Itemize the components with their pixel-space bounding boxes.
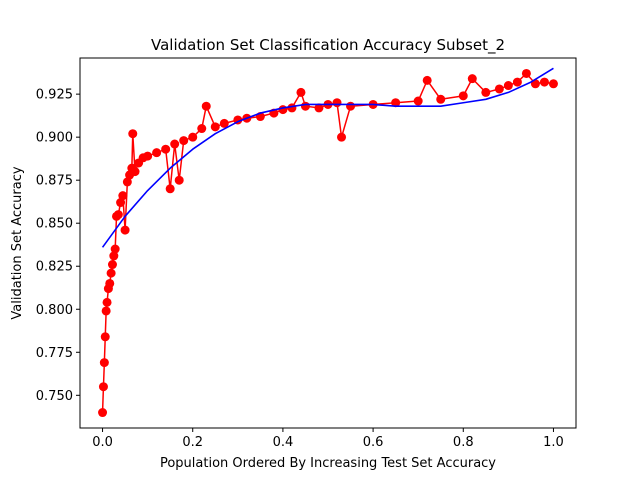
data-point — [287, 103, 297, 113]
y-tick-label: 0.800 — [36, 303, 73, 318]
data-point — [458, 91, 468, 101]
blue-fit-line — [101, 67, 554, 248]
data-point — [107, 260, 117, 270]
data-point — [100, 332, 110, 342]
data-point — [436, 94, 446, 104]
data-point — [481, 87, 491, 97]
x-tick-label: 0.8 — [453, 435, 474, 450]
data-point — [201, 101, 211, 111]
data-point — [278, 105, 288, 115]
data-point — [467, 74, 477, 84]
data-point — [101, 306, 111, 316]
data-point — [314, 103, 324, 113]
data-point — [346, 101, 356, 111]
data-point — [143, 151, 153, 161]
data-point — [503, 81, 513, 91]
x-tick-label: 0.0 — [92, 435, 113, 450]
y-tick-label: 0.925 — [36, 88, 73, 103]
y-tick-label: 0.750 — [36, 389, 73, 404]
data-point — [105, 278, 115, 288]
data-point — [165, 184, 175, 194]
data-point — [332, 98, 342, 108]
y-tick-label: 0.850 — [36, 217, 73, 232]
y-tick-label: 0.875 — [36, 174, 73, 189]
x-tick-label: 0.2 — [182, 435, 203, 450]
data-point — [122, 177, 132, 187]
data-point — [219, 118, 229, 128]
data-point — [98, 382, 108, 392]
data-point — [337, 132, 347, 142]
data-point — [118, 191, 128, 201]
x-tick-label: 1.0 — [543, 435, 564, 450]
data-point — [188, 132, 198, 142]
x-tick-label: 0.4 — [273, 435, 294, 450]
data-point — [548, 79, 558, 89]
data-point — [120, 225, 130, 235]
plot-frame — [79, 57, 577, 429]
data-point — [99, 358, 109, 368]
data-point — [106, 268, 116, 278]
y-tick-label: 0.825 — [36, 260, 73, 275]
x-axis-label: Population Ordered By Increasing Test Se… — [160, 456, 496, 471]
data-point — [512, 77, 522, 87]
data-point — [422, 75, 432, 85]
plot-area — [98, 67, 558, 418]
y-axis-label: Validation Set Accuracy — [10, 166, 25, 319]
data-point — [128, 129, 138, 139]
data-point — [130, 167, 140, 177]
chart-title: Validation Set Classification Accuracy S… — [151, 36, 505, 55]
data-point — [521, 68, 531, 78]
data-point — [179, 136, 189, 146]
data-point — [113, 210, 123, 220]
data-point — [170, 139, 180, 149]
data-point — [539, 77, 549, 87]
data-point — [197, 124, 207, 134]
x-tick-label: 0.6 — [363, 435, 384, 450]
data-point — [109, 251, 119, 261]
data-point — [391, 98, 401, 108]
data-point — [494, 84, 504, 94]
data-point — [102, 297, 112, 307]
data-point — [98, 408, 108, 418]
data-point — [152, 148, 162, 158]
data-point — [300, 101, 310, 111]
data-point — [210, 122, 220, 132]
y-axis: 0.750 0.775 0.800 0.825 0.850 0.875 0.900 0.925 — [36, 88, 80, 404]
y-tick-label: 0.900 — [36, 131, 73, 146]
data-point — [110, 244, 120, 254]
y-tick-label: 0.775 — [36, 346, 73, 361]
data-point — [413, 96, 423, 106]
data-point — [174, 175, 184, 185]
data-point — [296, 87, 306, 97]
data-point — [116, 198, 126, 208]
data-point — [161, 144, 171, 154]
x-axis: 0.0 0.2 0.4 0.6 0.8 1.0 — [92, 428, 564, 450]
